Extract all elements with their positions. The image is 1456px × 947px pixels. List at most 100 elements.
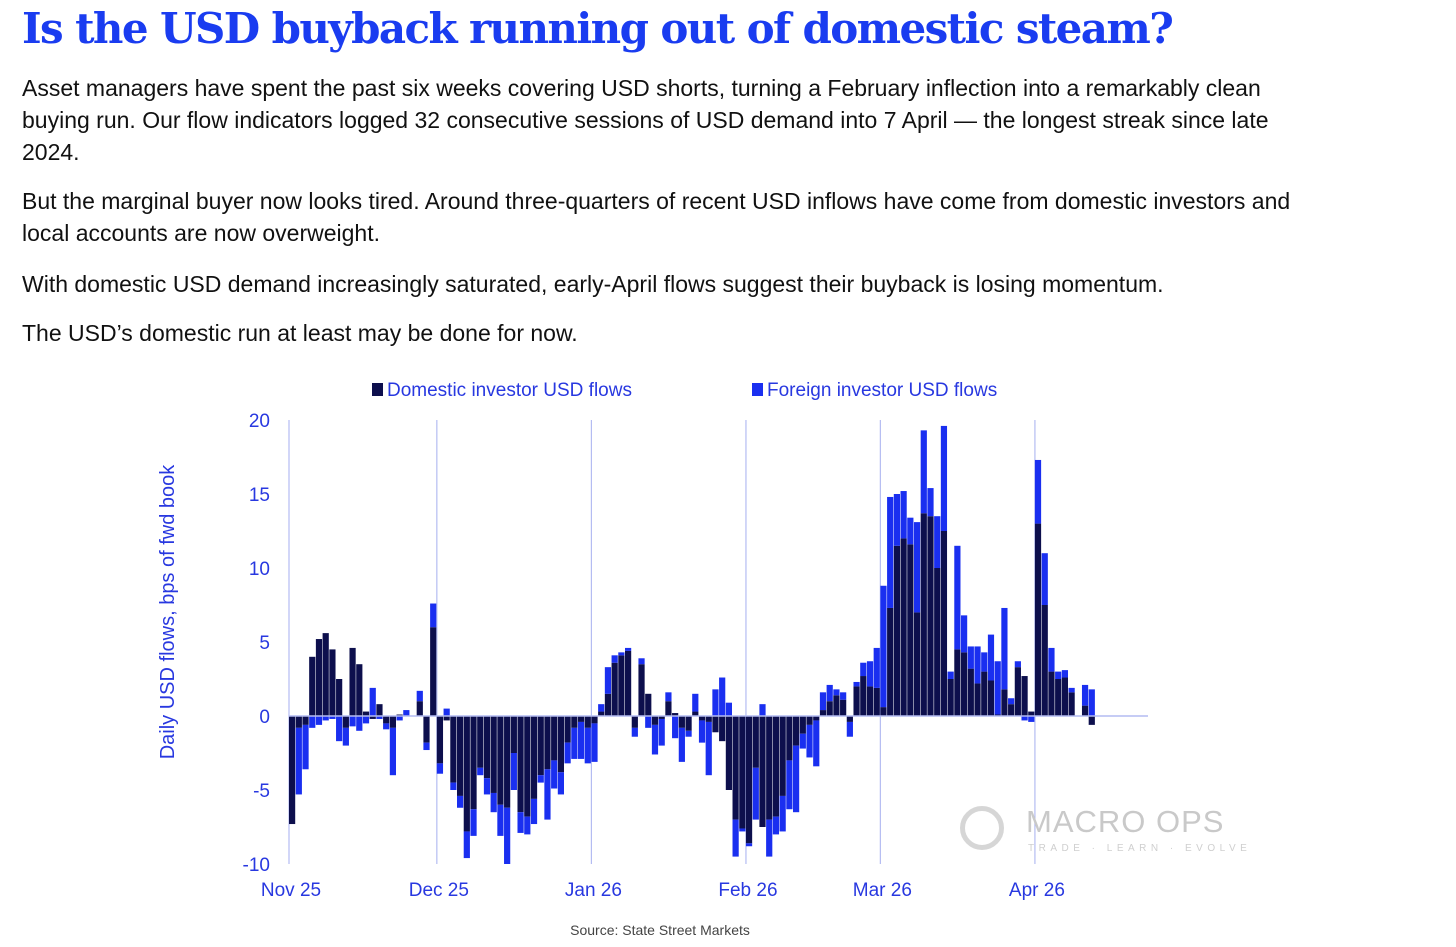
foreign-bar-46 [598, 704, 605, 712]
x-tick-label-2: Jan 26 [565, 880, 622, 901]
domestic-bar-23 [443, 716, 450, 721]
domestic-bar-41 [564, 716, 571, 743]
foreign-bar-89 [887, 496, 894, 608]
domestic-bar-88 [880, 707, 887, 716]
domestic-bar-67 [739, 716, 746, 829]
foreign-bar-60 [692, 693, 699, 712]
foreign-bar-98 [947, 671, 954, 679]
macro-ops-watermark: MACRO OPS TRADE · LEARN · EVOLVE [960, 804, 1270, 858]
foreign-bar-6 [329, 716, 336, 719]
foreign-bar-118 [1081, 684, 1089, 706]
foreign-bar-42 [571, 727, 578, 759]
domestic-bar-95 [927, 516, 934, 716]
foreign-bar-84 [853, 681, 860, 687]
foreign-bar-77 [806, 724, 813, 758]
domestic-bar-19 [416, 701, 423, 716]
chart-legend: Domestic investor USD flows Foreign inves… [372, 380, 997, 401]
domestic-bar-61 [698, 716, 706, 721]
foreign-bar-59 [685, 730, 692, 737]
foreign-bar-71 [766, 819, 773, 857]
foreign-bar-38 [544, 769, 551, 820]
x-tick-label-4: Mar 26 [853, 880, 912, 901]
foreign-bar-10 [356, 716, 363, 731]
domestic-bar-89 [887, 607, 894, 716]
foreign-bar-35 [524, 816, 531, 835]
foreign-bar-81 [833, 689, 840, 696]
foreign-bar-30 [490, 792, 497, 813]
foreign-bar-111 [1034, 459, 1042, 524]
foreign-bar-20 [423, 742, 430, 751]
domestic-bar-112 [1041, 605, 1048, 716]
domestic-bar-57 [672, 713, 679, 716]
foreign-bar-56 [665, 692, 672, 702]
foreign-bar-110 [1028, 716, 1035, 722]
domestic-bar-28 [477, 716, 484, 768]
foreign-bar-103 [981, 652, 988, 672]
foreign-bar-29 [483, 778, 491, 795]
foreign-bar-9 [349, 716, 356, 727]
foreign-bar-26 [463, 831, 470, 859]
domestic-bar-116 [1068, 692, 1075, 716]
foreign-bar-36 [530, 798, 538, 825]
foreign-bar-43 [577, 721, 585, 759]
watermark-name: MACRO OPS [1026, 804, 1225, 839]
domestic-bar-99 [954, 649, 961, 716]
foreign-bar-116 [1068, 687, 1075, 693]
foreign-bar-95 [927, 488, 934, 517]
foreign-bar-23 [443, 708, 450, 716]
foreign-bar-72 [772, 816, 780, 835]
domestic-bar-21 [430, 627, 437, 716]
domestic-bar-101 [967, 668, 974, 716]
foreign-bar-31 [497, 804, 504, 836]
foreign-bar-68 [745, 843, 753, 847]
foreign-bar-21 [430, 603, 437, 628]
foreign-bar-45 [591, 723, 598, 762]
source-note: Source: State Street Markets [570, 922, 750, 938]
paragraph-4: The USD’s domestic run at least may be d… [22, 320, 578, 346]
domestic-bar-111 [1034, 523, 1042, 716]
domestic-bar-42 [571, 716, 578, 728]
foreign-bar-48 [611, 655, 618, 663]
domestic-bar-50 [625, 650, 632, 716]
domestic-bar-35 [524, 716, 531, 817]
domestic-bar-87 [873, 687, 880, 716]
domestic-bar-108 [1014, 667, 1021, 716]
domestic-bar-113 [1048, 671, 1055, 716]
y-tick-label: 10 [249, 559, 270, 580]
domestic-bar-25 [457, 716, 464, 796]
foreign-bar-91 [900, 491, 907, 539]
foreign-bar-58 [678, 727, 685, 762]
domestic-bar-15 [389, 716, 396, 728]
domestic-bar-74 [786, 716, 793, 761]
domestic-bar-63 [712, 716, 719, 733]
domestic-bar-2 [302, 716, 309, 725]
domestic-bar-94 [920, 513, 927, 716]
domestic-bar-56 [665, 701, 672, 716]
domestic-bar-34 [517, 716, 524, 813]
domestic-bar-5 [322, 633, 329, 716]
foreign-bar-41 [564, 742, 571, 764]
domestic-bar-14 [383, 716, 390, 724]
foreign-bar-76 [799, 733, 806, 749]
domestic-bar-48 [611, 662, 618, 716]
domestic-bar-70 [759, 716, 766, 827]
domestic-bar-36 [530, 716, 538, 799]
foreign-bar-25 [457, 795, 464, 808]
domestic-bar-9 [349, 647, 356, 716]
foreign-bar-2 [302, 724, 309, 770]
domestic-bar-91 [900, 538, 907, 716]
y-tick-label: 15 [249, 485, 270, 506]
domestic-bar-62 [705, 716, 712, 722]
macro-ops-logo-icon [960, 806, 1004, 850]
domestic-bar-102 [974, 683, 981, 716]
foreign-bar-67 [739, 828, 746, 832]
x-tick-label-1: Dec 25 [409, 880, 469, 901]
domestic-bar-47 [604, 693, 612, 716]
domestic-bar-69 [752, 716, 759, 768]
foreign-bar-51 [631, 727, 638, 737]
domestic-bar-72 [772, 716, 780, 817]
y-tick-label: 20 [249, 411, 270, 432]
foreign-bar-13 [376, 716, 383, 719]
foreign-bar-44 [584, 727, 591, 764]
domestic-bar-1 [295, 716, 302, 728]
